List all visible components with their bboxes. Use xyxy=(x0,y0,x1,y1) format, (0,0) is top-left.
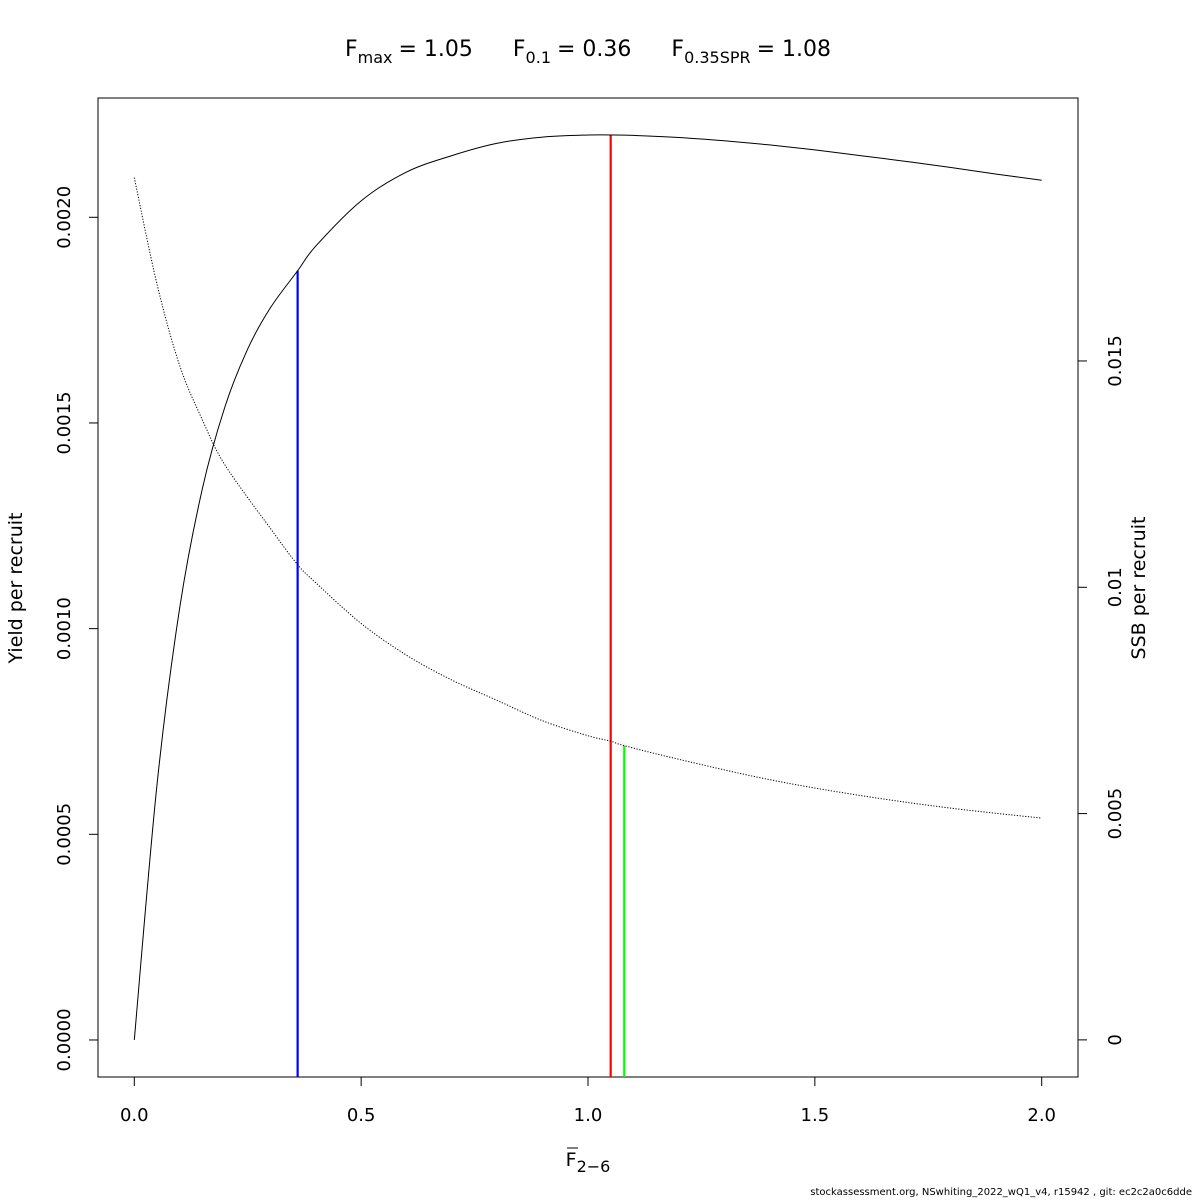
ssb-per-recruit-line xyxy=(133,177,1042,819)
y-axis-left: 0.0000 0.0005 0.0010 0.0015 0.0020 xyxy=(54,186,98,1071)
y-axis-label: Yield per recruit xyxy=(5,513,27,665)
x-tick-label: 1.5 xyxy=(801,1105,830,1126)
chart-title: Fmax = 1.05 F0.1 = 0.36 F0.35SPR = 1.08 xyxy=(345,37,831,67)
x-axis-label-main: F xyxy=(566,1149,577,1171)
y-tick-label: 0.0010 xyxy=(54,597,75,660)
x-tick-label: 2.0 xyxy=(1027,1105,1056,1126)
y2-axis-label: SSB per recruit xyxy=(1128,517,1150,660)
y-tick-label: 0.0000 xyxy=(54,1008,75,1071)
series-layer xyxy=(133,134,1042,1041)
x-tick-label: 0.5 xyxy=(347,1105,376,1126)
x-tick-label: 1.0 xyxy=(574,1105,603,1126)
fspr-value: = 1.08 xyxy=(757,37,831,62)
x-axis-label: F2−6 xyxy=(566,1149,611,1176)
f01-subscript: 0.1 xyxy=(526,48,551,67)
x-tick-label: 0.0 xyxy=(120,1105,149,1126)
fspr-subscript: 0.35SPR xyxy=(684,48,751,67)
y2-tick-label: 0.015 xyxy=(1105,335,1126,387)
yield-per-recruit-line xyxy=(133,134,1042,1041)
y2-tick-label: 0.01 xyxy=(1105,567,1126,607)
y2-tick-label: 0.005 xyxy=(1105,788,1126,840)
fmax-value: = 1.05 xyxy=(398,37,472,62)
y-tick-label: 0.0015 xyxy=(54,391,75,454)
y-axis-right: 0 0.005 0.01 0.015 xyxy=(1078,335,1126,1046)
fspr-symbol: F xyxy=(671,37,684,62)
footer-credit: stockassessment.org, NSwhiting_2022_wQ1_… xyxy=(810,1187,1192,1198)
y2-tick-label: 0 xyxy=(1105,1034,1126,1045)
f01-symbol: F xyxy=(513,37,526,62)
y-tick-label: 0.0005 xyxy=(54,803,75,866)
f01-value: = 0.36 xyxy=(557,37,631,62)
fmax-symbol: F xyxy=(345,37,358,62)
reference-lines xyxy=(296,135,626,1077)
x-axis-label-sub: 2−6 xyxy=(577,1157,611,1176)
plot-frame xyxy=(97,97,1079,1078)
y-tick-label: 0.0020 xyxy=(54,186,75,249)
x-axis: 0.0 0.5 1.0 1.5 2.0 xyxy=(120,1077,1056,1126)
fmax-subscript: max xyxy=(358,48,393,67)
